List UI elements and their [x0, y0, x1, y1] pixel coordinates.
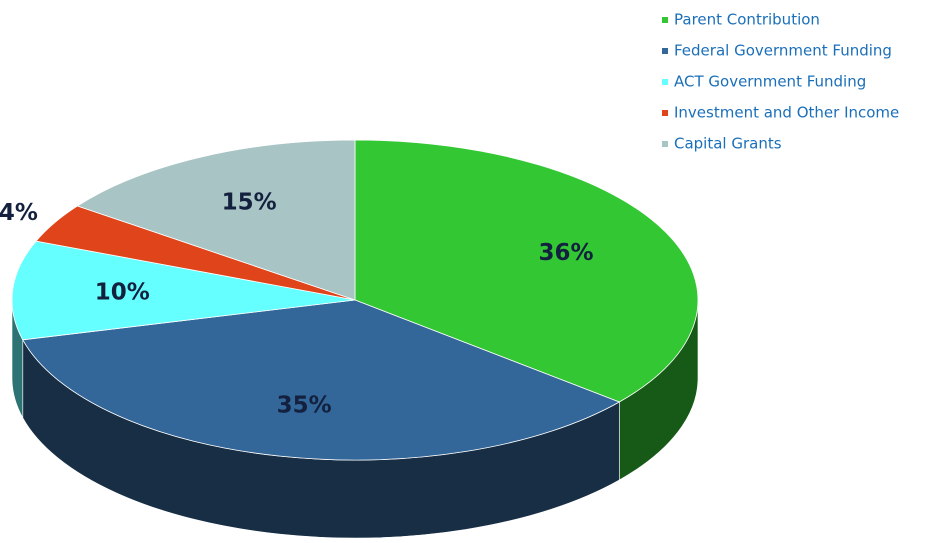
- legend-swatch: [662, 48, 668, 54]
- slice: [11, 240, 356, 341]
- slice: [22, 299, 621, 461]
- legend-label: Parent Contribution: [674, 11, 820, 29]
- slice: [354, 139, 699, 403]
- legend-label: Capital Grants: [674, 135, 782, 153]
- legend-swatch: [662, 17, 668, 23]
- legend-swatch: [662, 110, 668, 116]
- legend-swatch: [662, 79, 668, 85]
- legend-label: Federal Government Funding: [674, 42, 892, 60]
- data-label: 10%: [95, 280, 150, 306]
- legend-swatch: [662, 141, 668, 147]
- slice: [76, 139, 356, 301]
- legend-label: Investment and Other Income: [674, 104, 899, 122]
- data-label: 15%: [222, 190, 277, 216]
- data-label: 35%: [277, 393, 332, 419]
- data-label: 4%: [0, 200, 38, 226]
- data-label: 36%: [539, 240, 594, 266]
- legend-label: ACT Government Funding: [674, 73, 866, 91]
